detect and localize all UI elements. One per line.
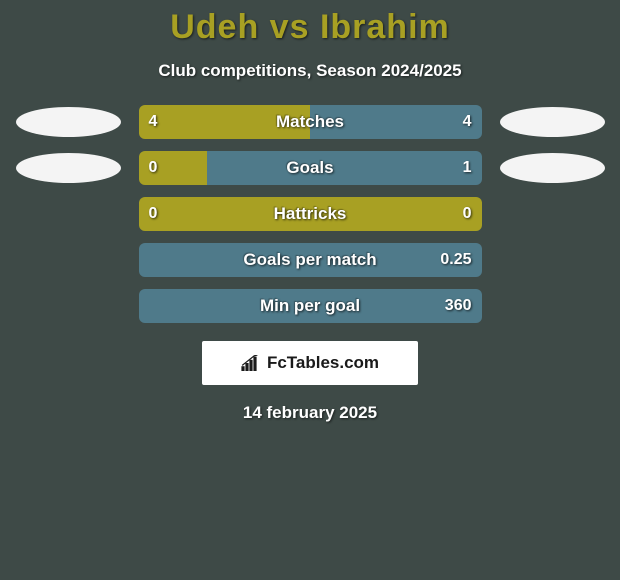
logo-text: FcTables.com bbox=[267, 353, 379, 373]
stat-label: Hattricks bbox=[139, 197, 482, 231]
stats-area: 4Matches40Goals10Hattricks0Goals per mat… bbox=[0, 105, 620, 323]
spacer bbox=[500, 245, 605, 275]
stat-row: 0Hattricks0 bbox=[0, 197, 620, 231]
stat-bar: 0Hattricks0 bbox=[139, 197, 482, 231]
stat-label: Min per goal bbox=[139, 289, 482, 323]
spacer bbox=[16, 245, 121, 275]
right-oval bbox=[500, 153, 605, 183]
logo-box: FcTables.com bbox=[202, 341, 418, 385]
stat-bar: Goals per match0.25 bbox=[139, 243, 482, 277]
stat-row: 0Goals1 bbox=[0, 151, 620, 185]
spacer bbox=[500, 199, 605, 229]
stat-row: Min per goal360 bbox=[0, 289, 620, 323]
left-oval bbox=[16, 153, 121, 183]
stat-right-value: 360 bbox=[445, 289, 472, 323]
stat-label: Goals bbox=[139, 151, 482, 185]
bar-chart-icon bbox=[241, 355, 261, 371]
page-title: Udeh vs Ibrahim bbox=[0, 8, 620, 47]
stat-bar: 0Goals1 bbox=[139, 151, 482, 185]
date-text: 14 february 2025 bbox=[0, 403, 620, 423]
spacer bbox=[16, 199, 121, 229]
stat-label: Goals per match bbox=[139, 243, 482, 277]
stat-row: Goals per match0.25 bbox=[0, 243, 620, 277]
spacer bbox=[500, 291, 605, 321]
stat-right-value: 0 bbox=[463, 197, 472, 231]
stat-bar: Min per goal360 bbox=[139, 289, 482, 323]
stat-right-value: 4 bbox=[463, 105, 472, 139]
stat-row: 4Matches4 bbox=[0, 105, 620, 139]
subtitle: Club competitions, Season 2024/2025 bbox=[0, 61, 620, 81]
right-oval bbox=[500, 107, 605, 137]
comparison-infographic: Udeh vs Ibrahim Club competitions, Seaso… bbox=[0, 0, 620, 580]
spacer bbox=[16, 291, 121, 321]
left-oval bbox=[16, 107, 121, 137]
stat-right-value: 1 bbox=[463, 151, 472, 185]
stat-right-value: 0.25 bbox=[440, 243, 471, 277]
stat-label: Matches bbox=[139, 105, 482, 139]
stat-bar: 4Matches4 bbox=[139, 105, 482, 139]
